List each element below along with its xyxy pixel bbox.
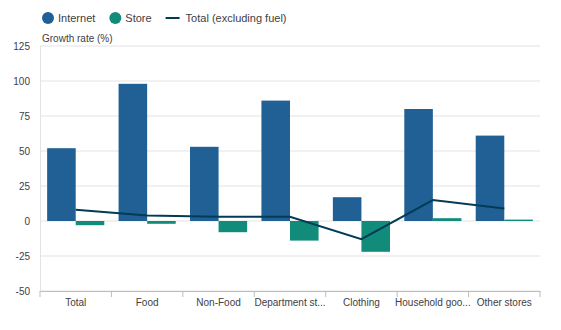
y-axis: -50 -25 0 25 50 75 100 125	[13, 41, 40, 297]
y-tick: 125	[13, 41, 40, 52]
legend-label: Total (excluding fuel)	[186, 12, 287, 24]
legend-item: Total (excluding fuel)	[166, 12, 287, 24]
legend: Internet Store Total (excluding fuel)	[42, 12, 287, 24]
y-axis-title: Growth rate (%)	[42, 33, 113, 44]
x-tick-label: Clothing	[343, 297, 380, 308]
y-tick: 100	[13, 76, 40, 87]
grid-line	[40, 46, 540, 47]
y-tick: 50	[19, 146, 40, 157]
category-separators	[40, 291, 540, 297]
chart: -50 -25 0 25 50 75 100 125 Total Food Non-Food Depa…	[0, 0, 561, 330]
x-tick-label: Total	[65, 297, 86, 308]
bar	[261, 101, 290, 221]
category-separator	[254, 291, 255, 297]
x-tick: Other stores	[477, 291, 532, 308]
bar	[504, 220, 533, 221]
x-tick: Department st...	[254, 291, 325, 308]
x-tick-label: Household goo...	[395, 297, 471, 308]
category-separator	[325, 291, 326, 297]
bar	[190, 147, 219, 221]
x-tick-label: Food	[136, 297, 159, 308]
grid-line	[40, 291, 540, 292]
x-tick: Non-Food	[196, 291, 240, 308]
y-tick: 0	[24, 216, 40, 227]
bar	[119, 84, 148, 221]
y-tick: -25	[16, 251, 40, 262]
legend-item: Internet	[42, 12, 95, 24]
bar	[433, 218, 462, 221]
bar	[47, 148, 76, 221]
bar	[147, 221, 176, 224]
y-tick: 75	[19, 111, 40, 122]
plot-area: -50 -25 0 25 50 75 100 125 Total Food Non-Food Depa…	[13, 41, 540, 308]
category-separator	[111, 291, 112, 297]
grid-line	[40, 256, 540, 257]
bar	[219, 221, 248, 232]
category-separator	[468, 291, 469, 297]
x-tick: Total	[65, 291, 86, 308]
y-tick-label: -50	[16, 286, 31, 297]
bar	[333, 197, 362, 221]
y-tick-label: 50	[19, 146, 31, 157]
legend-label: Internet	[58, 12, 95, 24]
x-tick: Household goo...	[395, 291, 471, 308]
legend-item: Store	[109, 12, 151, 24]
category-separator	[397, 291, 398, 297]
legend-swatch	[166, 17, 180, 19]
bar-series	[76, 218, 533, 252]
category-separator	[540, 291, 541, 297]
y-tick-label: -25	[16, 251, 31, 262]
x-tick-label: Department st...	[254, 297, 325, 308]
grid	[40, 46, 540, 291]
x-tick: Clothing	[343, 291, 380, 308]
grid-line	[40, 81, 540, 82]
x-axis: Total Food Non-Food Department st... Clothin…	[40, 291, 541, 308]
y-tick-label: 100	[13, 76, 30, 87]
x-tick-label: Non-Food	[196, 297, 240, 308]
y-tick-label: 125	[13, 41, 30, 52]
line	[76, 200, 505, 239]
y-tick-label: 75	[19, 111, 31, 122]
y-tick-label: 25	[19, 181, 31, 192]
legend-swatch	[42, 12, 54, 24]
y-axis-line	[40, 47, 41, 292]
y-tick: 25	[19, 181, 40, 192]
legend-swatch	[109, 12, 121, 24]
bar	[404, 109, 433, 221]
legend-label: Store	[125, 12, 151, 24]
category-separator	[40, 291, 41, 297]
category-separator	[182, 291, 183, 297]
x-tick: Food	[136, 291, 159, 308]
y-tick: -50	[16, 286, 40, 297]
bar	[76, 221, 105, 225]
x-axis-line	[41, 291, 541, 292]
y-tick-label: 0	[24, 216, 30, 227]
marks	[47, 84, 533, 252]
x-tick-label: Other stores	[477, 297, 532, 308]
